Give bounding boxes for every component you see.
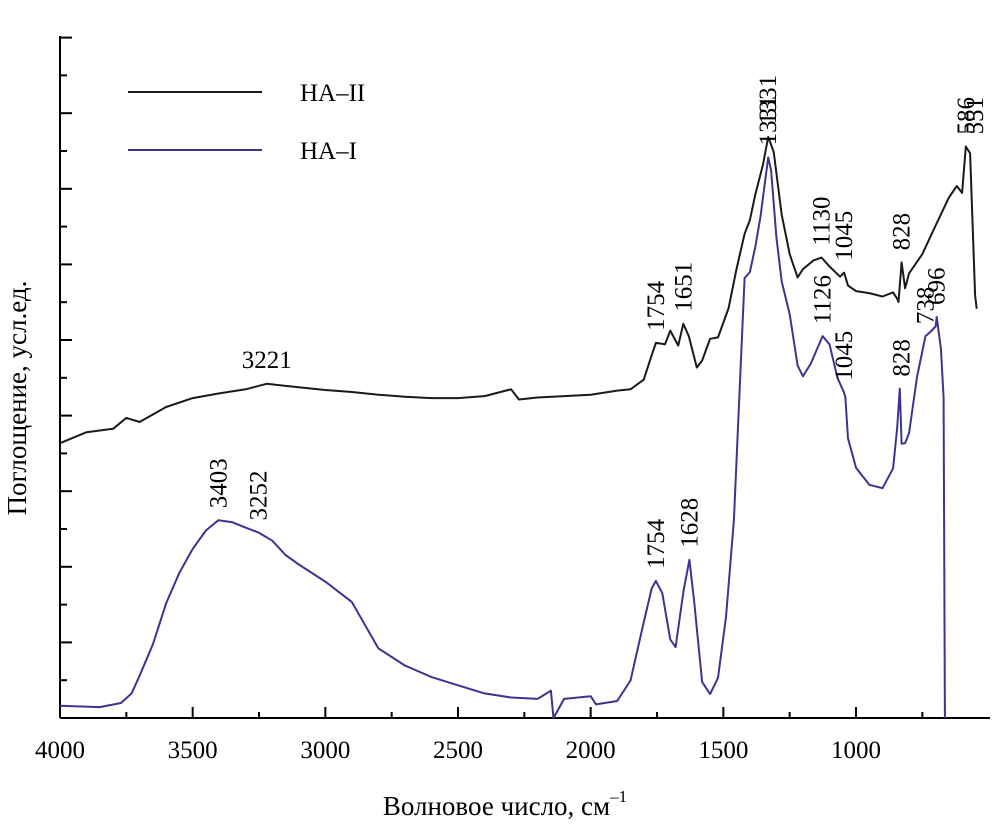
x-ticks: 4000 3500 3000 2500 2000 1500 1000 bbox=[35, 707, 924, 764]
peak-label: 828 bbox=[889, 213, 916, 251]
peak-label: 1045 bbox=[831, 211, 858, 261]
peak-label: 1754 bbox=[643, 280, 670, 331]
peak-label: 3252 bbox=[246, 471, 273, 521]
peak-label: 738 bbox=[913, 287, 940, 325]
peak-label: 1130 bbox=[809, 197, 836, 246]
peak-label: 1754 bbox=[643, 518, 670, 569]
peak-label: 696 bbox=[924, 268, 951, 306]
peak-label: 1651 bbox=[670, 262, 697, 312]
peak-label: 3403 bbox=[205, 458, 232, 508]
peak-label: 1331 bbox=[755, 95, 782, 145]
x-axis-title-main: Волновое число, см bbox=[383, 791, 610, 821]
peak-label: 1126 bbox=[810, 275, 837, 324]
peak-label: 1331 bbox=[755, 75, 782, 125]
legend-label: HA–II bbox=[300, 80, 365, 107]
peak-label: 828 bbox=[889, 339, 916, 377]
series-line bbox=[59, 156, 946, 719]
x-tick-label: 1000 bbox=[831, 737, 881, 764]
x-tick-label: 2000 bbox=[566, 737, 616, 764]
series-line bbox=[59, 135, 978, 445]
x-axis-title: Волновое число, см–1 bbox=[383, 787, 627, 821]
x-tick-label: 2500 bbox=[433, 737, 483, 764]
peak-label: 551 bbox=[962, 97, 989, 135]
series-layer bbox=[59, 135, 978, 719]
x-axis-title-superscript: –1 bbox=[609, 787, 627, 806]
peak-label: 586 bbox=[953, 97, 980, 135]
y-ticks bbox=[60, 36, 72, 719]
peak-label: 3221 bbox=[242, 347, 292, 374]
peak-label: 1045 bbox=[831, 331, 858, 381]
legend-label: HA–I bbox=[300, 138, 357, 165]
legend: HA–II HA–I bbox=[128, 80, 365, 165]
peak-label: 1628 bbox=[676, 498, 703, 548]
x-tick-label: 3000 bbox=[300, 737, 350, 764]
x-tick-label: 3500 bbox=[168, 737, 218, 764]
y-axis-title: Поглощение, усл.ед. bbox=[2, 281, 32, 516]
x-tick-label: 1500 bbox=[698, 737, 748, 764]
x-tick-label: 4000 bbox=[35, 737, 85, 764]
